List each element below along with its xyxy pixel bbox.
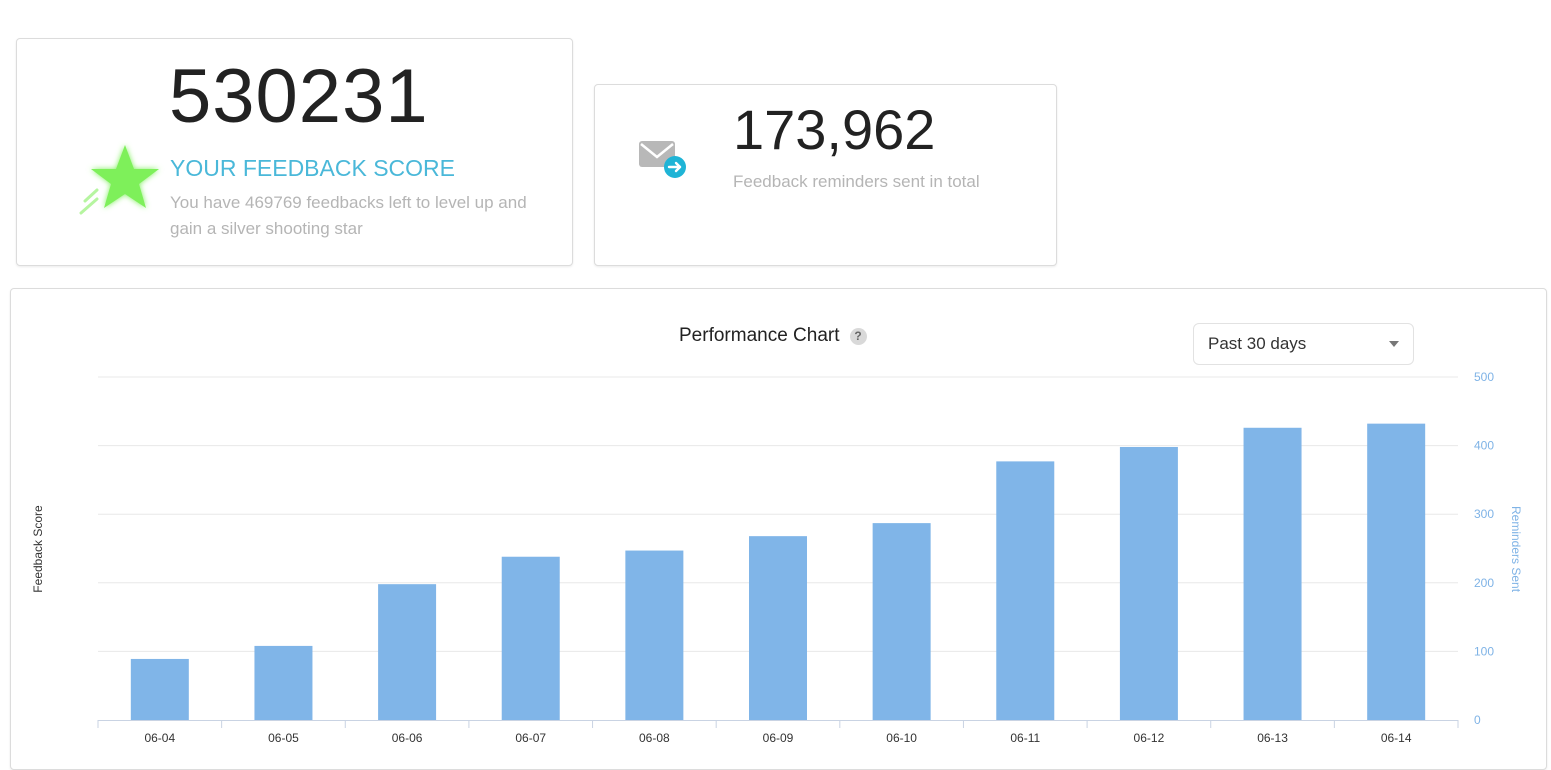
reminders-sent-card: 173,962 Feedback reminders sent in total — [594, 84, 1057, 266]
x-tick-label: 06-09 — [763, 731, 794, 745]
chart-header: Performance Chart ? — [679, 325, 867, 347]
performance-chart-panel: Performance Chart ? Past 30 days 0 100 200… — [10, 288, 1547, 770]
bar — [254, 645, 313, 720]
date-range-value: Past 30 days — [1208, 334, 1307, 353]
y-tick-label-right: 300 — [1474, 507, 1494, 521]
chart-title: Performance Chart — [679, 325, 840, 346]
y-tick-label-right: 500 — [1474, 370, 1494, 384]
help-icon[interactable]: ? — [849, 327, 867, 345]
mail-send-icon — [637, 137, 689, 183]
x-tick-label: 06-10 — [886, 731, 917, 745]
bar — [501, 556, 560, 720]
x-tick-label: 06-08 — [639, 731, 670, 745]
performance-bar-chart: 0 100 200 300 400 500 06-04 06-05 06-06 06-07 06-0… — [31, 370, 1523, 745]
y-tick-label-right: 100 — [1474, 644, 1494, 658]
x-tick-label: 06-06 — [392, 731, 423, 745]
x-tick-label: 06-13 — [1257, 731, 1288, 745]
bar — [1243, 427, 1302, 720]
y-tick-label-right: 200 — [1474, 576, 1494, 590]
bar — [872, 523, 931, 720]
bar — [1119, 446, 1178, 720]
y-tick-label-right: 0 — [1474, 713, 1481, 727]
y-tick-label-right: 400 — [1474, 439, 1494, 453]
x-tick-label: 06-05 — [268, 731, 299, 745]
bar — [130, 658, 189, 720]
x-tick-label: 06-07 — [515, 731, 546, 745]
bar — [749, 536, 807, 720]
chevron-down-icon — [1389, 341, 1399, 347]
bar — [625, 550, 684, 720]
feedback-score-label: YOUR FEEDBACK SCORE — [170, 155, 455, 181]
feedback-score-card: 530231 YOUR FEEDBACK SCORE You have 4697… — [16, 38, 573, 266]
date-range-select[interactable]: Past 30 days — [1193, 323, 1414, 365]
feedback-score-value: 530231 — [169, 54, 429, 139]
x-tick-label: 06-04 — [144, 731, 175, 745]
level-up-description: You have 469769 feedbacks left to level … — [170, 193, 527, 238]
shooting-star-icon — [75, 139, 165, 219]
x-tick-label: 06-14 — [1381, 731, 1412, 745]
reminders-sent-label: Feedback reminders sent in total — [733, 172, 980, 191]
reminders-sent-value: 173,962 — [733, 98, 936, 161]
bar — [996, 461, 1055, 720]
bar — [1367, 423, 1426, 720]
x-tick-label: 06-12 — [1134, 731, 1165, 745]
x-tick-label: 06-11 — [1010, 731, 1040, 745]
y-axis-title-right: Reminders Sent — [1509, 506, 1523, 593]
bar — [378, 584, 437, 720]
y-axis-title-left: Feedback Score — [31, 505, 45, 593]
